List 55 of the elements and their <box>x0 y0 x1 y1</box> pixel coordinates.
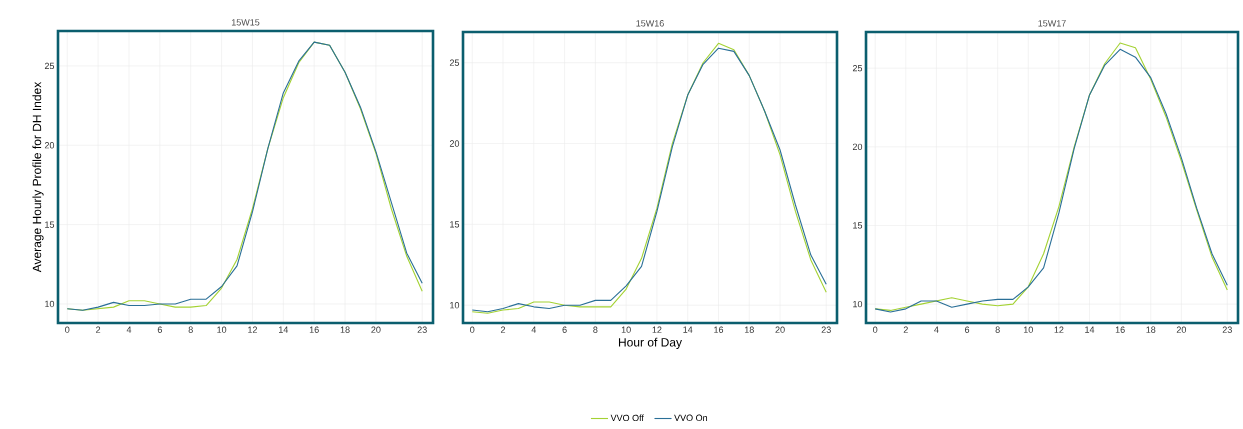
x-tick-label: 23 <box>1222 326 1232 333</box>
x-tick-label: 16 <box>714 326 724 333</box>
x-tick-label: 16 <box>1115 326 1125 333</box>
x-tick-label: 12 <box>248 326 257 333</box>
y-tick-label: 15 <box>450 221 460 228</box>
y-tick-label: 20 <box>852 143 863 151</box>
x-tick-label: 14 <box>1085 326 1095 333</box>
x-tick-label: 10 <box>1023 326 1033 333</box>
x-tick-label: 20 <box>371 326 381 333</box>
x-tick-label: 14 <box>683 326 693 333</box>
legend-label: VVO On <box>674 414 708 421</box>
y-tick-label: 10 <box>853 300 863 308</box>
x-tick-label: 6 <box>965 326 970 333</box>
y-tick-label: 25 <box>44 62 55 70</box>
x-tick-label: 20 <box>1176 326 1187 333</box>
x-tick-label: 2 <box>500 326 506 333</box>
y-axis-title: Average Hourly Profile for DH Index <box>32 81 44 273</box>
x-tick-label: 18 <box>744 326 754 333</box>
x-tick-label: 20 <box>775 326 785 333</box>
x-tick-label: 23 <box>417 326 427 333</box>
x-tick-label: 0 <box>873 326 878 333</box>
x-tick-label: 0 <box>65 326 70 333</box>
x-tick-label: 8 <box>995 326 1000 333</box>
x-tick-label: 8 <box>593 326 598 333</box>
legend-label: VVO Off <box>610 414 644 422</box>
y-tick-label: 20 <box>449 140 460 147</box>
x-tick-label: 16 <box>309 326 319 333</box>
x-tick-label: 10 <box>621 326 631 333</box>
y-tick-label: 15 <box>45 221 55 228</box>
x-tick-label: 2 <box>903 326 908 333</box>
x-tick-label: 4 <box>934 326 939 333</box>
x-tick-label: 12 <box>1054 326 1064 333</box>
y-tick-label: 25 <box>852 64 863 72</box>
y-tick-label: 10 <box>450 302 460 309</box>
y-tick-label: 20 <box>44 142 55 149</box>
x-tick-label: 8 <box>188 326 193 333</box>
chart-title: 15W17 <box>1038 20 1066 27</box>
x-tick-label: 2 <box>96 326 101 333</box>
x-tick-label: 14 <box>279 326 289 333</box>
x-tick-label: 18 <box>1146 326 1156 333</box>
x-axis-title: Hour of Day <box>618 337 682 349</box>
x-tick-label: 4 <box>126 326 132 333</box>
x-tick-label: 12 <box>652 326 662 333</box>
x-tick-label: 23 <box>821 326 831 333</box>
y-tick-label: 15 <box>853 222 863 229</box>
x-tick-label: 6 <box>157 326 162 333</box>
x-tick-label: 0 <box>470 326 475 333</box>
x-tick-label: 6 <box>562 326 567 333</box>
chart-title: 15W16 <box>636 20 664 27</box>
y-tick-label: 10 <box>45 300 55 308</box>
chart-title: 15W15 <box>231 19 260 26</box>
x-tick-label: 10 <box>217 326 227 333</box>
y-tick-label: 25 <box>449 59 460 66</box>
x-tick-label: 18 <box>340 326 350 333</box>
x-tick-label: 4 <box>531 326 537 333</box>
